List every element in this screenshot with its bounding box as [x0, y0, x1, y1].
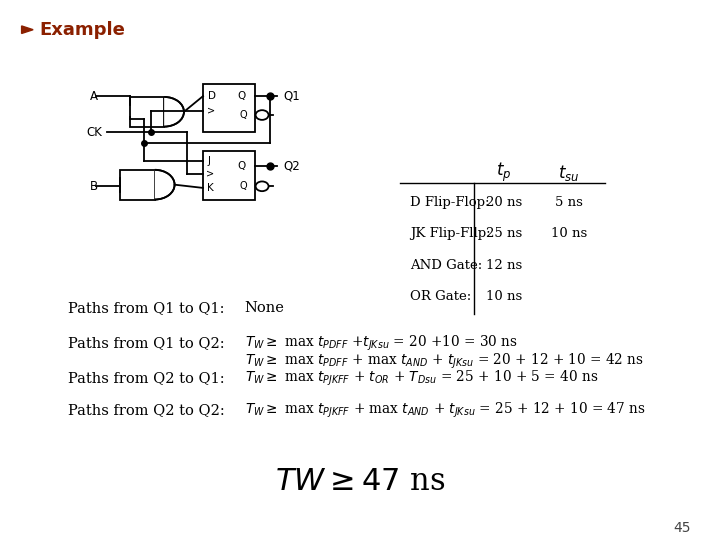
Text: OR Gate:: OR Gate:: [410, 290, 472, 303]
Text: J: J: [207, 156, 210, 166]
Text: >: >: [206, 169, 214, 179]
Text: D: D: [208, 91, 216, 101]
Text: B: B: [90, 180, 98, 193]
Text: $T_W \geq$ max $t_{PDFF}$ + max $t_{AND}$ + $t_{JKsu}$ = 20 + 12 + 10 = 42 ns: $T_W \geq$ max $t_{PDFF}$ + max $t_{AND}…: [245, 352, 644, 372]
Text: Paths from Q2 to Q2:: Paths from Q2 to Q2:: [68, 403, 225, 417]
Text: Paths from Q1 to Q2:: Paths from Q1 to Q2:: [68, 336, 225, 350]
Polygon shape: [22, 26, 33, 33]
Text: 25 ns: 25 ns: [486, 227, 522, 240]
Text: Q: Q: [239, 110, 247, 120]
Text: Example: Example: [40, 21, 125, 39]
Text: 20 ns: 20 ns: [486, 196, 522, 209]
Bar: [130, 97, 164, 126]
Text: 5 ns: 5 ns: [555, 196, 582, 209]
Text: $t_p$: $t_p$: [496, 161, 512, 184]
Text: JK Flip-Fllp:: JK Flip-Fllp:: [410, 227, 491, 240]
Text: >: >: [207, 106, 215, 116]
Text: $t_{su}$: $t_{su}$: [558, 163, 580, 183]
Text: A: A: [90, 90, 98, 103]
Bar: [120, 170, 155, 199]
Text: 10 ns: 10 ns: [551, 227, 587, 240]
Text: AND Gate:: AND Gate:: [410, 259, 482, 272]
Text: 12 ns: 12 ns: [486, 259, 522, 272]
Text: Q1: Q1: [283, 90, 300, 103]
Text: Q: Q: [238, 161, 246, 171]
Text: D Flip-Flop:: D Flip-Flop:: [410, 196, 490, 209]
Text: Q2: Q2: [283, 159, 300, 172]
Polygon shape: [155, 170, 174, 199]
Polygon shape: [164, 97, 184, 126]
Bar: [203, 151, 255, 200]
Text: $T_W \geq$ max $t_{PJKFF}$ + $t_{OR}$ + $T_{Dsu}$ = 25 + 10 + 5 = 40 ns: $T_W \geq$ max $t_{PJKFF}$ + $t_{OR}$ + …: [245, 368, 598, 388]
Text: Q: Q: [239, 181, 247, 191]
Bar: [203, 84, 255, 132]
Text: $T_W \geq$ max $t_{PDFF}$ +$t_{JKsu}$ = 20 +10 = 30 ns: $T_W \geq$ max $t_{PDFF}$ +$t_{JKsu}$ = …: [245, 333, 518, 353]
Text: $TW \geq 47$ ns: $TW \geq 47$ ns: [275, 466, 445, 497]
Text: Paths from Q1 to Q1:: Paths from Q1 to Q1:: [68, 301, 225, 315]
Text: 10 ns: 10 ns: [486, 290, 522, 303]
Text: Q: Q: [238, 91, 246, 101]
Text: CK: CK: [86, 126, 102, 139]
Text: Paths from Q2 to Q1:: Paths from Q2 to Q1:: [68, 371, 225, 385]
Text: 45: 45: [674, 521, 691, 535]
Text: $T_W \geq$ max $t_{PJKFF}$ + max $t_{AND}$ + $t_{JKsu}$ = 25 + 12 + 10 = 47 ns: $T_W \geq$ max $t_{PJKFF}$ + max $t_{AND…: [245, 401, 645, 420]
Text: None: None: [245, 301, 284, 315]
Text: K: K: [207, 183, 214, 193]
